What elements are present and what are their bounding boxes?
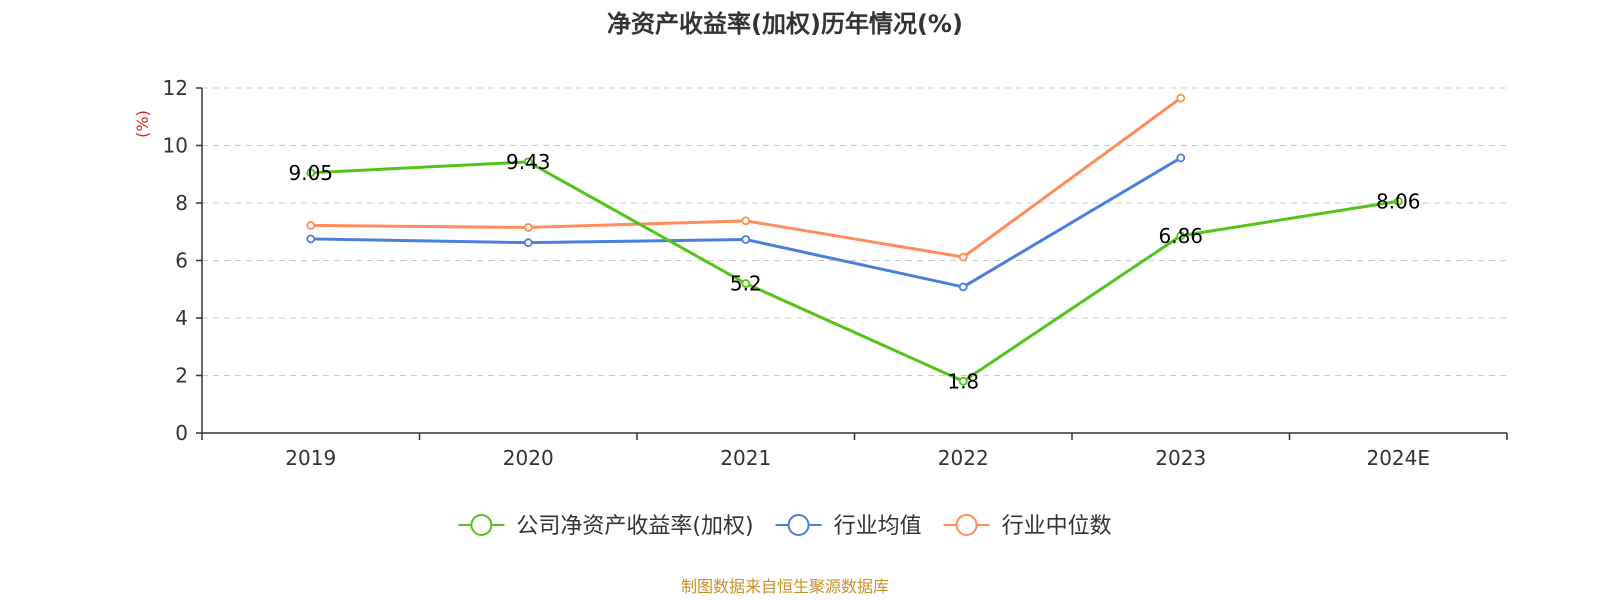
data-point <box>306 234 316 244</box>
series-line <box>310 96 1182 259</box>
y-tick-label: 8 <box>175 191 188 215</box>
data-point <box>958 376 968 386</box>
source-note: 制图数据来自恒生聚源数据库 <box>681 577 889 596</box>
x-tick-label: 2019 <box>285 446 336 470</box>
series-2 <box>306 93 1186 262</box>
data-label: 8.06 <box>1376 189 1421 213</box>
legend-item-2[interactable]: 行业中位数 <box>943 514 1112 539</box>
y-tick-label: 2 <box>175 364 188 388</box>
chart-title: 净资产收益率(加权)历年情况(%) <box>607 10 963 38</box>
data-point <box>1176 231 1186 241</box>
series-line <box>310 160 1399 383</box>
data-label: 1.8 <box>947 369 979 393</box>
x-tick-label: 2024E <box>1366 446 1430 470</box>
data-point <box>741 279 751 288</box>
data-point <box>958 282 968 292</box>
series-1 <box>306 153 1186 292</box>
grid <box>202 87 1507 376</box>
legend-circle-icon <box>470 514 493 536</box>
data-point <box>1176 153 1186 163</box>
legend-label: 行业中位数 <box>1002 514 1112 539</box>
data-point <box>1176 93 1186 103</box>
data-point <box>523 223 533 232</box>
data-point <box>741 216 751 226</box>
data-point <box>306 221 316 230</box>
y-tick-label: 10 <box>163 134 188 158</box>
y-tick-label: 12 <box>163 76 188 100</box>
data-label: 5.2 <box>730 272 762 296</box>
legend-label: 行业均值 <box>834 514 922 539</box>
data-label: 9.05 <box>288 161 333 185</box>
data-label: 6.86 <box>1158 224 1203 248</box>
series <box>306 93 1403 386</box>
data-point <box>523 157 533 167</box>
series-0 <box>306 157 1403 386</box>
legend-circle-icon <box>955 514 978 536</box>
x-tick-label: 2022 <box>938 446 989 470</box>
data-point <box>1393 196 1403 206</box>
legend-circle-icon <box>787 514 810 536</box>
data-point <box>958 252 968 262</box>
data-point <box>306 168 316 178</box>
data-labels: 9.05 9.43 5.2 1.8 6.86 8.06 <box>288 150 1420 393</box>
legend-item-1[interactable]: 行业均值 <box>775 514 922 539</box>
y-axis-label: (%) <box>133 110 152 138</box>
y-tick-label: 4 <box>175 306 188 330</box>
y-tick-label: 6 <box>175 249 188 273</box>
legend-item-0[interactable]: 公司净资产收益率(加权) <box>458 514 754 539</box>
y-tick-label: 0 <box>175 421 188 445</box>
x-tick-label: 2023 <box>1155 446 1206 470</box>
x-tick-label: 2020 <box>503 446 554 470</box>
axes: 0 2 4 6 8 10 12 2019 2020 2021 2022 2023 2024E <box>163 76 1508 470</box>
legend[interactable]: 公司净资产收益率(加权) 行业均值 行业中位数 <box>458 514 1112 539</box>
x-tick-label: 2021 <box>720 446 771 470</box>
data-point <box>523 238 533 248</box>
legend-label: 公司净资产收益率(加权) <box>516 514 753 539</box>
data-label: 9.43 <box>506 150 551 174</box>
data-point <box>741 235 751 244</box>
